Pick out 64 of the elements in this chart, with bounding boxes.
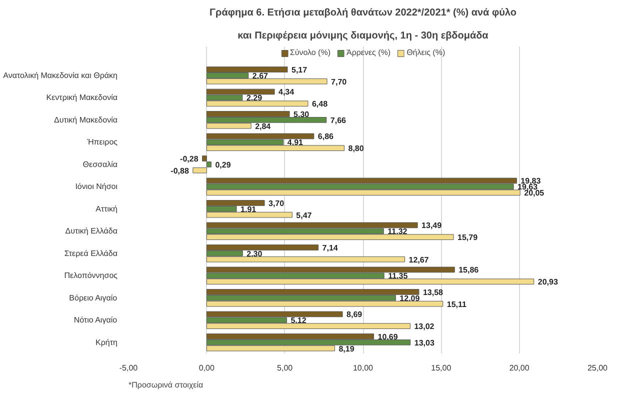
data-label: 6,48 xyxy=(312,100,328,109)
data-label: -0,88 xyxy=(170,166,190,176)
data-label: 20,05 xyxy=(524,188,545,198)
data-label: 2,29 xyxy=(246,94,263,103)
x-tick-label: -5,00 xyxy=(119,364,138,372)
data-label: 3,70 xyxy=(268,198,285,208)
data-label: 6,86 xyxy=(318,132,334,142)
data-label: -0,28 xyxy=(180,154,199,164)
data-label: 5,17 xyxy=(291,65,308,74)
data-label: 0,29 xyxy=(215,160,232,170)
y-tick-label: Κεντρική Μακεδονία xyxy=(46,93,118,102)
x-tick-label: 0,00 xyxy=(198,364,216,372)
y-tick-label: Νότιο Αιγαίο xyxy=(74,316,118,325)
legend-label: Σύνολο (%) xyxy=(290,48,330,57)
data-label: 4,91 xyxy=(287,138,304,148)
y-tick-label: Δυτική Ελλάδα xyxy=(65,226,118,236)
chart-subtitle: και Περιφέρεια μόνιμης διαμονής, 1η - 30η εβδομάδα xyxy=(238,30,490,42)
data-label: 2,84 xyxy=(255,122,272,131)
y-tick-label: Βόρειο Αιγαίο xyxy=(69,293,118,302)
data-label: 13,02 xyxy=(414,322,435,332)
data-label: 20,93 xyxy=(538,278,558,287)
legend-label: Άρρενες (%) xyxy=(346,48,391,57)
data-label: 15,11 xyxy=(446,300,468,309)
data-label: 11,32 xyxy=(388,227,408,236)
data-label: 10,69 xyxy=(378,332,398,342)
x-tick-label: 20,00 xyxy=(509,364,530,372)
data-label: 11,35 xyxy=(388,272,408,281)
data-label: 12,09 xyxy=(400,294,420,303)
data-label: 13,58 xyxy=(422,288,444,297)
data-label: 5,12 xyxy=(290,316,307,326)
data-label: 7,14 xyxy=(322,243,338,252)
x-tick-label: 25,00 xyxy=(587,364,608,372)
data-label: 8,80 xyxy=(348,144,364,154)
data-label: 19,83 xyxy=(520,176,542,186)
y-tick-label: Πελοπόννησος xyxy=(64,271,118,280)
y-tick-label: Ήπειρος xyxy=(86,138,118,147)
data-label: 5,30 xyxy=(294,110,310,119)
y-tick-label: Ανατολική Μακεδονία και Θράκη xyxy=(3,70,118,80)
data-label: 15,86 xyxy=(458,266,480,275)
y-tick-label: Αττική xyxy=(96,204,118,214)
x-tick-label: 5,00 xyxy=(277,364,294,372)
data-label: 2,30 xyxy=(246,249,263,258)
y-tick-label: Δυτική Μακεδονία xyxy=(54,115,118,124)
data-label: 7,66 xyxy=(330,116,347,125)
data-label: 12,67 xyxy=(408,255,430,264)
x-tick-label: 15,00 xyxy=(431,364,452,372)
y-tick-label: Στερεά Ελλάδα xyxy=(64,248,118,258)
x-tick-label: 10,00 xyxy=(352,364,374,372)
data-label: 15,79 xyxy=(458,233,478,242)
data-label: 4,34 xyxy=(278,88,295,97)
data-label: 7,70 xyxy=(331,77,348,86)
data-label: 8,19 xyxy=(338,344,355,354)
legend-label: Θήλεις (%) xyxy=(406,48,446,57)
data-label: 13,49 xyxy=(422,221,442,230)
data-label: 13,03 xyxy=(414,338,435,348)
text: *Προσωρινά στοιχεία xyxy=(128,380,204,390)
chart-title: Γράφημα 6. Ετήσια μεταβολή θανάτων 2022*/2021* (%) ανά φύλο xyxy=(210,8,516,18)
data-label: 5,47 xyxy=(296,210,312,220)
data-label: 8,69 xyxy=(346,310,363,320)
y-tick-label: Θεσσαλία xyxy=(82,160,118,169)
data-label: 2,67 xyxy=(252,71,269,80)
data-label: 1,91 xyxy=(240,204,257,214)
y-tick-label: Κρήτη xyxy=(96,338,118,347)
y-tick-label: Ιόνιοι Νήσοι xyxy=(75,182,118,192)
